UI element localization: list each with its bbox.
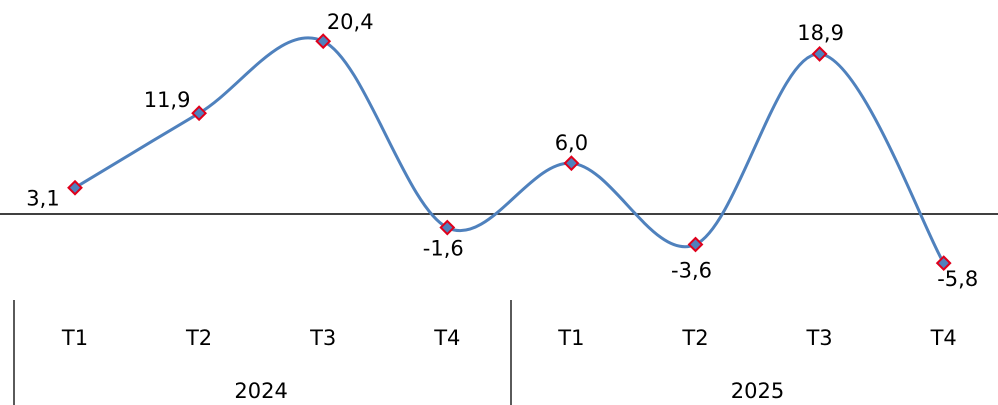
series-line xyxy=(74,36,945,264)
category-tick-label: T2 xyxy=(681,326,708,350)
data-label: 3,1 xyxy=(26,187,59,211)
data-label: 20,4 xyxy=(327,10,374,34)
category-tick-label: T1 xyxy=(557,326,584,350)
data-point-marker xyxy=(315,33,332,50)
category-tick-label: T4 xyxy=(930,326,957,350)
data-point-marker xyxy=(563,155,580,172)
data-point-marker xyxy=(67,179,83,196)
data-point-marker xyxy=(191,105,208,122)
data-point-marker xyxy=(935,255,952,272)
category-tick-label: T3 xyxy=(309,326,336,350)
data-label: 11,9 xyxy=(144,88,191,112)
data-markers xyxy=(67,33,952,272)
category-tick-label: T3 xyxy=(805,326,832,350)
category-tick-label: T1 xyxy=(61,326,88,350)
group-label-year: 2025 xyxy=(731,379,784,403)
category-axis xyxy=(13,300,512,405)
data-label: -5,8 xyxy=(937,267,978,291)
category-tick-label: T2 xyxy=(185,326,212,350)
data-label: -3,6 xyxy=(671,259,712,283)
data-labels: 3,1 11,9 20,4 -1,6 6,0 -3,6 18,9 -5,8 xyxy=(26,10,978,291)
category-tick-label: T4 xyxy=(433,326,460,350)
data-point-marker xyxy=(811,46,828,62)
group-labels: 2024 2025 xyxy=(234,379,784,403)
data-label: 6,0 xyxy=(555,131,588,155)
data-point-marker xyxy=(687,236,704,253)
data-point-marker xyxy=(439,219,456,236)
data-label: -1,6 xyxy=(423,237,464,261)
category-tick-labels: T1 T2 T3 T4 T1 T2 T3 T4 xyxy=(61,326,957,350)
group-label-year: 2024 xyxy=(234,379,287,403)
data-label: 18,9 xyxy=(797,21,844,45)
